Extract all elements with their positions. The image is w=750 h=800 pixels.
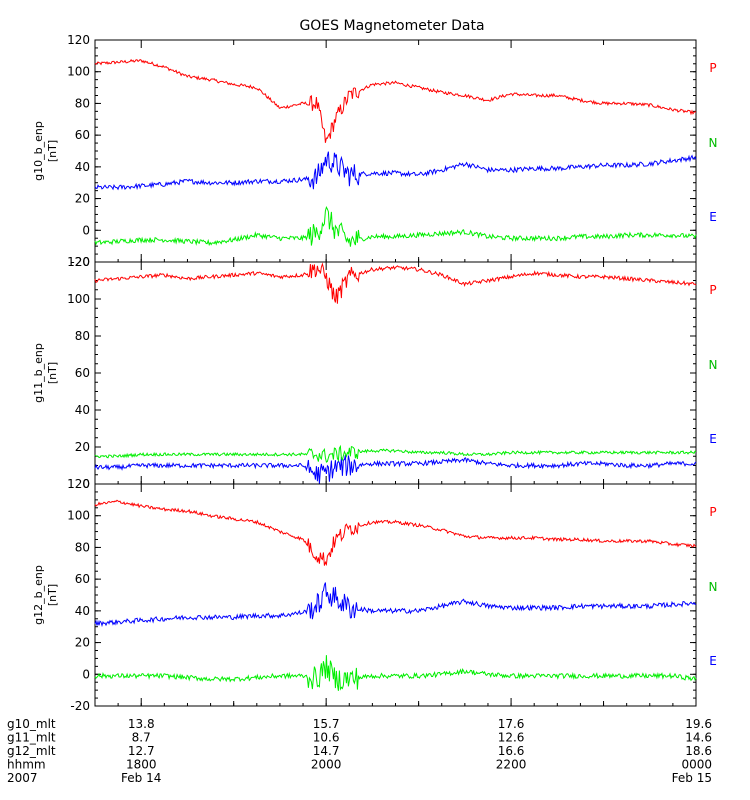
footer-row-value: 17.6 — [498, 717, 525, 731]
y-tick-label: 100 — [67, 292, 90, 306]
y-axis-unit: [nT] — [46, 140, 59, 162]
y-axis-unit: [nT] — [46, 362, 59, 384]
footer-row-value: 1800 — [126, 758, 157, 772]
footer-row-label: 2007 — [7, 771, 38, 785]
footer-row-value: 13.8 — [128, 717, 155, 731]
footer-row-value: 2200 — [496, 758, 527, 772]
y-tick-label: -20 — [70, 255, 90, 269]
y-axis-label: g11_b_enp — [32, 343, 45, 403]
series-line-P — [94, 58, 697, 143]
footer-row-value: 14.7 — [313, 744, 340, 758]
footer-row-value: 18.6 — [685, 744, 712, 758]
y-axis-label: g10_b_enp — [32, 121, 45, 181]
series-line-P — [94, 499, 697, 567]
series-line-N — [94, 454, 697, 485]
panel-2: 0 20 40 60 80 100 120 g11_b_enp [nT] P N E — [32, 255, 717, 491]
y-tick-label: 0 — [82, 223, 90, 237]
y-tick-label: -20 — [70, 699, 90, 713]
y-tick-label: 40 — [75, 403, 90, 417]
y-tick-label: 0 — [82, 477, 90, 491]
footer-row-label: g12_mlt — [7, 744, 56, 758]
legend-label-E: E — [709, 654, 717, 668]
footer-row-value: Feb 15 — [672, 771, 712, 785]
legend-label-P: P — [709, 505, 716, 519]
footer-row-value: 16.6 — [498, 744, 525, 758]
chart-title: GOES Magnetometer Data — [299, 18, 484, 34]
time-axis-footer: g10_mlt 13.8 15.7 17.6 19.6 g11_mlt 8.7 10.6 12.… — [7, 717, 712, 785]
y-tick-label: 40 — [75, 604, 90, 618]
series-line-P — [94, 262, 697, 304]
footer-row-value: 19.6 — [685, 717, 712, 731]
footer-row-value: 12.7 — [128, 744, 155, 758]
footer-row-value: 0000 — [681, 758, 712, 772]
series-line-E — [94, 655, 697, 691]
legend-label-P: P — [709, 283, 716, 297]
legend-label-N: N — [709, 580, 718, 594]
y-tick-label: 100 — [67, 65, 90, 79]
y-tick-label: 80 — [75, 329, 90, 343]
legend-label-E: E — [709, 210, 717, 224]
footer-row-value: 8.7 — [132, 731, 151, 745]
y-tick-label: 80 — [75, 540, 90, 554]
footer-row-label: g10_mlt — [7, 717, 56, 731]
footer-row-label: hhmm — [7, 758, 46, 772]
panel-frame — [94, 39, 697, 263]
legend-label-N: N — [709, 136, 718, 150]
y-tick-label: 0 — [82, 667, 90, 681]
legend-label-E: E — [709, 432, 717, 446]
y-tick-label: 80 — [75, 96, 90, 110]
footer-row-value: 12.6 — [498, 731, 525, 745]
series-line-N — [94, 151, 697, 191]
series-line-E — [94, 444, 697, 463]
footer-row-label: g11_mlt — [7, 731, 56, 745]
legend-label-N: N — [709, 358, 718, 372]
series-line-E — [94, 206, 697, 247]
legend-label-P: P — [709, 61, 716, 75]
y-tick-label: 120 — [67, 33, 90, 47]
y-tick-label: 20 — [75, 192, 90, 206]
footer-row-value: Feb 14 — [121, 771, 161, 785]
y-tick-label: 20 — [75, 636, 90, 650]
y-axis-unit: [nT] — [46, 584, 59, 606]
series-line-N — [94, 582, 697, 628]
y-tick-label: 100 — [67, 509, 90, 523]
y-tick-label: 120 — [67, 477, 90, 491]
footer-row-value: 2000 — [311, 758, 342, 772]
y-tick-label: 120 — [67, 255, 90, 269]
footer-row-value: 15.7 — [313, 717, 340, 731]
footer-row-value: 10.6 — [313, 731, 340, 745]
y-tick-label: 60 — [75, 572, 90, 586]
panel-1: -20 0 20 40 60 80 100 120 g10_b_enp [nT] P N E — [32, 33, 717, 269]
footer-row-value: 14.6 — [685, 731, 712, 745]
panel-3: -20 0 20 40 60 80 100 120 g12_b_enp [nT] P N E — [32, 477, 717, 713]
y-axis-label: g12_b_enp — [32, 565, 45, 625]
y-tick-label: 60 — [75, 366, 90, 380]
y-tick-label: 60 — [75, 128, 90, 142]
y-tick-label: 40 — [75, 160, 90, 174]
y-tick-label: 20 — [75, 440, 90, 454]
